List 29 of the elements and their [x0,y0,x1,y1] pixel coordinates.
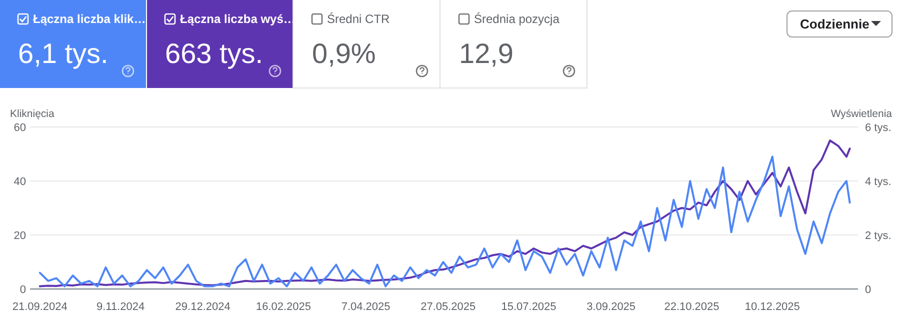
y-tick-label: 20 [14,230,26,242]
text: 6,1 tys. [18,38,108,69]
x-tick-label: 7.04.2025 [341,301,390,313]
x-tick-label: 27.05.2025 [420,301,476,313]
y2-axis-title: Wyświetlenia [830,108,892,120]
x-tick-label: 10.12.2025 [744,301,800,313]
legend-label: Łączna liczba klik… [33,12,146,26]
x-tick-label: 16.02.2025 [256,301,312,313]
y-tick-label: 40 [14,176,26,188]
x-tick-label: 15.07.2025 [501,301,556,313]
y2-tick-label: 4 tys. [865,176,892,188]
x-tick-label: 29.12.2024 [175,301,230,313]
text: 0,9% [312,38,376,69]
text: 12,9 [459,38,514,69]
y-tick-label: 60 [14,122,26,134]
y2-tick-label: 6 tys. [865,122,892,134]
y2-tick-label: 0 [865,284,872,296]
x-tick-label: 9.11.2024 [96,301,145,313]
text: Średnia pozycja [474,12,560,26]
y-tick-label: 0 [20,284,26,296]
x-tick-label: 3.09.2025 [586,301,636,313]
x-tick-label: 21.09.2024 [12,301,68,313]
legend-label: Łączna liczba wyś… [180,12,296,26]
y-axis-title: Kliknięcia [10,108,55,120]
text: Średni CTR [327,12,390,26]
text: 663 tys. [165,38,264,69]
text: Codziennie [800,16,870,32]
x-tick-label: 22.10.2025 [664,301,720,313]
y2-tick-label: 2 tys. [865,230,892,242]
